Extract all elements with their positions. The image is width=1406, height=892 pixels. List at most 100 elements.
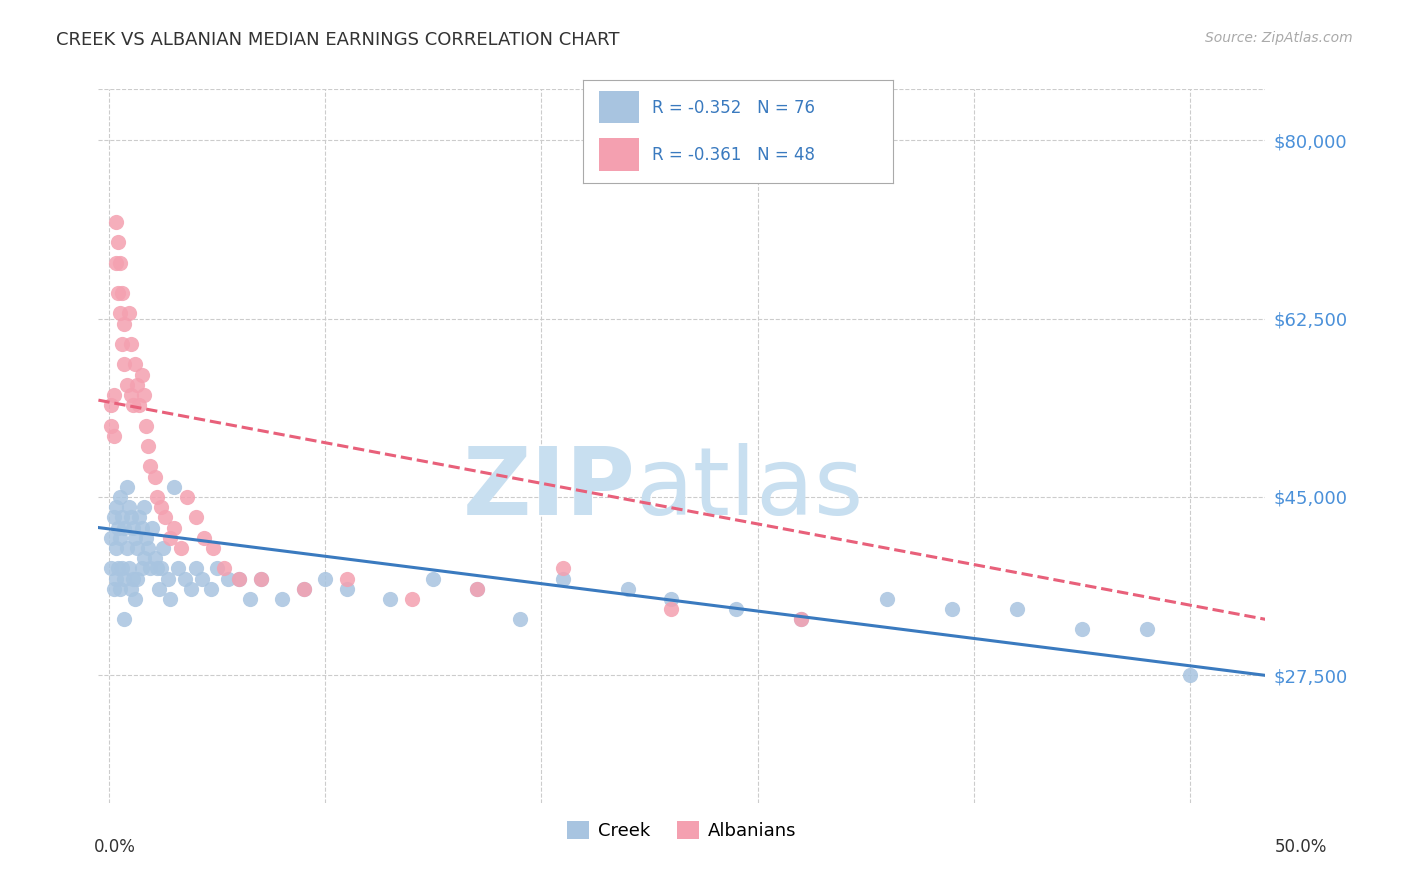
Point — [124, 531, 146, 545]
Point — [790, 612, 813, 626]
Point — [132, 500, 155, 515]
Point — [107, 286, 129, 301]
Point — [127, 572, 149, 586]
Point — [118, 500, 141, 515]
Point — [150, 561, 173, 575]
Point — [509, 612, 531, 626]
Point — [167, 561, 190, 575]
Point — [104, 500, 127, 515]
Point — [115, 480, 138, 494]
Text: 50.0%: 50.0% — [1274, 838, 1327, 855]
FancyBboxPatch shape — [599, 137, 640, 170]
Point — [122, 398, 145, 412]
Point — [108, 531, 131, 545]
Point — [132, 551, 155, 566]
Point — [115, 541, 138, 555]
Point — [112, 317, 135, 331]
Point — [228, 572, 250, 586]
Point — [112, 520, 135, 534]
Point — [790, 612, 813, 626]
Point — [112, 612, 135, 626]
Point — [201, 541, 224, 555]
Point — [551, 561, 574, 575]
Point — [156, 572, 179, 586]
Point — [139, 459, 162, 474]
Point — [146, 490, 169, 504]
Point — [163, 520, 186, 534]
Point — [103, 388, 125, 402]
Point — [135, 531, 157, 545]
Point — [401, 591, 423, 606]
Point — [314, 572, 336, 586]
Point — [1178, 668, 1201, 682]
Point — [150, 500, 173, 515]
Point — [135, 418, 157, 433]
Point — [122, 520, 145, 534]
Point — [100, 398, 122, 412]
Point — [115, 377, 138, 392]
Text: R = -0.352   N = 76: R = -0.352 N = 76 — [651, 99, 814, 117]
Point — [191, 572, 214, 586]
Point — [100, 418, 122, 433]
Point — [941, 602, 963, 616]
Point — [659, 602, 682, 616]
Point — [228, 572, 250, 586]
Point — [111, 337, 134, 351]
Point — [108, 582, 131, 596]
Point — [111, 510, 134, 524]
Point — [141, 520, 163, 534]
Point — [124, 591, 146, 606]
Point — [143, 551, 166, 566]
Point — [120, 337, 142, 351]
Point — [724, 602, 747, 616]
Point — [100, 531, 122, 545]
Text: CREEK VS ALBANIAN MEDIAN EARNINGS CORRELATION CHART: CREEK VS ALBANIAN MEDIAN EARNINGS CORREL… — [56, 31, 620, 49]
Point — [104, 541, 127, 555]
Point — [136, 541, 159, 555]
Point — [292, 582, 315, 596]
Point — [108, 306, 131, 320]
Point — [465, 582, 488, 596]
Point — [118, 306, 141, 320]
Text: 0.0%: 0.0% — [94, 838, 136, 855]
Point — [173, 572, 195, 586]
Point — [139, 561, 162, 575]
Point — [112, 358, 135, 372]
Point — [159, 531, 181, 545]
Point — [128, 510, 150, 524]
FancyBboxPatch shape — [599, 91, 640, 123]
Point — [659, 591, 682, 606]
Point — [124, 358, 146, 372]
Point — [108, 255, 131, 269]
Point — [128, 398, 150, 412]
Point — [107, 235, 129, 249]
Point — [127, 377, 149, 392]
Point — [108, 490, 131, 504]
Point — [103, 582, 125, 596]
Point — [118, 561, 141, 575]
Point — [152, 541, 174, 555]
Point — [169, 541, 191, 555]
Point — [271, 591, 294, 606]
Point — [107, 520, 129, 534]
Point — [103, 510, 125, 524]
Point — [159, 591, 181, 606]
Point — [127, 541, 149, 555]
Point — [111, 561, 134, 575]
Point — [104, 255, 127, 269]
Point — [100, 561, 122, 575]
Text: atlas: atlas — [636, 442, 863, 535]
Point — [465, 582, 488, 596]
Legend: Creek, Albanians: Creek, Albanians — [560, 814, 804, 847]
Point — [1135, 623, 1157, 637]
Point — [200, 582, 222, 596]
Point — [336, 582, 359, 596]
Point — [143, 469, 166, 483]
Point — [122, 572, 145, 586]
Point — [193, 531, 215, 545]
Point — [207, 561, 229, 575]
Point — [1070, 623, 1092, 637]
Point — [155, 510, 177, 524]
Point — [120, 582, 142, 596]
Point — [131, 561, 153, 575]
